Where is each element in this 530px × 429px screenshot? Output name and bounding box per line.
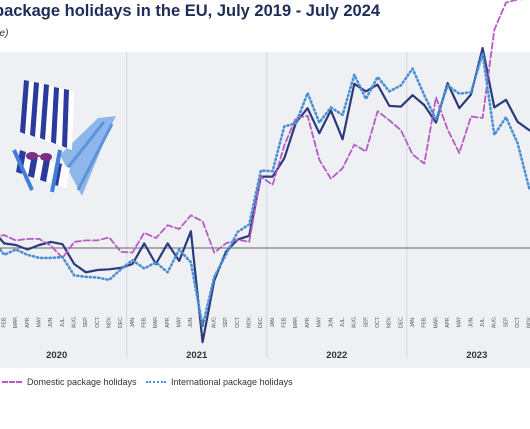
month-tick-label: MAR. xyxy=(153,316,159,329)
month-tick-label: OCT. xyxy=(375,316,381,327)
month-tick-label: NOV. xyxy=(247,316,253,328)
month-tick-label: AUG. xyxy=(212,316,218,328)
month-tick-label: OCT. xyxy=(235,316,241,327)
month-tick-label: MAR. xyxy=(433,316,439,329)
month-tick-label: SEP. xyxy=(83,317,89,328)
legend-label-international: International package holidays xyxy=(171,377,293,387)
month-tick-label: JAN. xyxy=(270,317,276,328)
legend-item-international: International package holidays xyxy=(146,377,293,387)
beach-chair-leg-icon xyxy=(12,149,34,191)
month-tick-label: FEB. xyxy=(422,316,428,327)
month-tick-label: MAY xyxy=(37,316,43,327)
series-lines xyxy=(0,0,530,344)
month-tick-label: JAN. xyxy=(130,317,136,328)
month-tick-label: SEP. xyxy=(503,317,509,328)
month-tick-label: OCT. xyxy=(95,316,101,327)
month-tick-label: JAN. xyxy=(410,317,416,328)
month-tick-label: JUL. xyxy=(480,317,486,327)
beach-chair-rail-icon xyxy=(64,121,106,171)
month-tick-label: AUG. xyxy=(492,316,498,328)
international-series-line xyxy=(0,52,530,328)
month-tick-label: MAY xyxy=(457,316,463,327)
month-tick-label: MAR. xyxy=(293,316,299,329)
month-tick-label: FEB. xyxy=(282,316,288,327)
legend-item-domestic: Domestic package holidays xyxy=(2,377,137,387)
month-tick-label: SEP. xyxy=(223,317,229,328)
month-tick-label: FEB. xyxy=(142,316,148,327)
month-tick-label: JUL. xyxy=(340,317,346,327)
month-tick-label: JUN. xyxy=(328,316,334,327)
year-label: 2020 xyxy=(46,350,67,361)
beach-chair-leg-icon xyxy=(50,149,62,193)
month-tick-label: JUN. xyxy=(468,316,474,327)
legend-swatch-domestic xyxy=(2,381,22,383)
gridlines xyxy=(0,52,530,358)
beach-chair-illustration xyxy=(12,80,116,196)
month-tick-label: DEC. xyxy=(258,316,264,328)
legend-swatch-international xyxy=(146,381,166,383)
legend: Domestic package holidays International … xyxy=(0,377,530,393)
chart-subtitle: ge) xyxy=(0,28,9,39)
month-tick-label: MAR. xyxy=(13,316,19,329)
month-tick-label: NOV. xyxy=(527,316,530,328)
month-tick-label: MAY xyxy=(317,316,323,327)
month-tick-label: APR. xyxy=(165,316,171,328)
month-tick-label: FEB. xyxy=(1,316,7,327)
month-tick-label: APR. xyxy=(305,316,311,328)
beach-chair-back-icon xyxy=(60,116,116,196)
year-label: 2023 xyxy=(466,350,487,361)
month-tick-label: SEP. xyxy=(363,317,369,328)
total-series-line xyxy=(0,46,530,344)
month-tick-label: JUN. xyxy=(188,316,194,327)
legend-label-domestic: Domestic package holidays xyxy=(27,377,137,387)
month-tick-label: APR. xyxy=(25,316,31,328)
month-tick-label: NOV. xyxy=(387,316,393,328)
beach-chair-rail-icon xyxy=(76,123,114,191)
chart-title: package holidays in the EU, July 2019 - … xyxy=(0,2,381,20)
year-label: 2022 xyxy=(326,350,347,361)
month-tick-label: MAY xyxy=(177,316,183,327)
month-tick-label: DEC. xyxy=(118,316,124,328)
x-axis-tick-labels: 2020 2021 2022 2023 FEB. MAR. APR. MAY JUN. JUL. A… xyxy=(1,316,530,361)
month-tick-label: JUN. xyxy=(48,316,54,327)
year-label: 2021 xyxy=(186,350,208,361)
month-tick-label: DEC. xyxy=(398,316,404,328)
sunglasses-icon xyxy=(26,152,52,161)
month-tick-label: APR. xyxy=(445,316,451,328)
domestic-series-line xyxy=(0,0,524,259)
month-tick-label: AUG. xyxy=(352,316,358,328)
month-tick-label: NOV. xyxy=(107,316,113,328)
month-tick-label: OCT. xyxy=(515,316,521,327)
month-tick-label: AUG. xyxy=(72,316,78,328)
month-tick-label: JUL. xyxy=(60,317,66,327)
month-tick-label: JUL. xyxy=(200,317,206,327)
